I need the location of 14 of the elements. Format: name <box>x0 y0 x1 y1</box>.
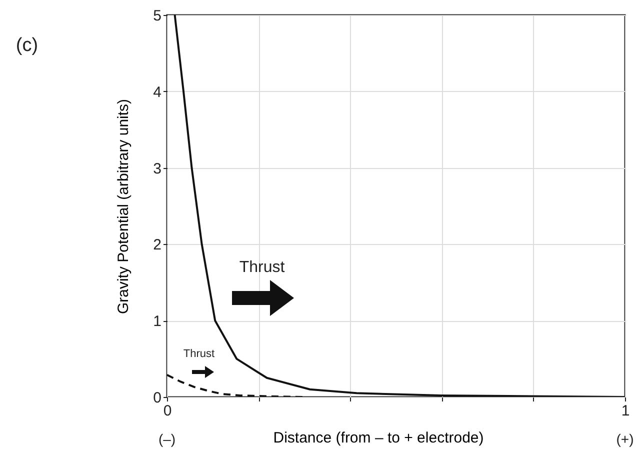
text: (c) <box>16 35 38 56</box>
annotation: Thrust <box>183 348 215 360</box>
y-tick-label: 2 <box>153 236 162 254</box>
y-tick-label: 3 <box>153 160 162 178</box>
annotation: Thrust <box>239 259 286 276</box>
line-series <box>167 374 306 397</box>
y-axis-title: Gravity Potential (arbitrary units) <box>115 98 132 314</box>
y-tick-label: 0 <box>153 390 162 406</box>
x-axis-title: Distance (from – to + electrode) <box>273 430 484 446</box>
y-tick-label: 4 <box>153 84 162 101</box>
text: (–) <box>158 431 176 447</box>
y-tick-label: 5 <box>153 8 162 24</box>
text: (+) <box>616 431 634 447</box>
y-tick-label: 1 <box>153 313 162 330</box>
